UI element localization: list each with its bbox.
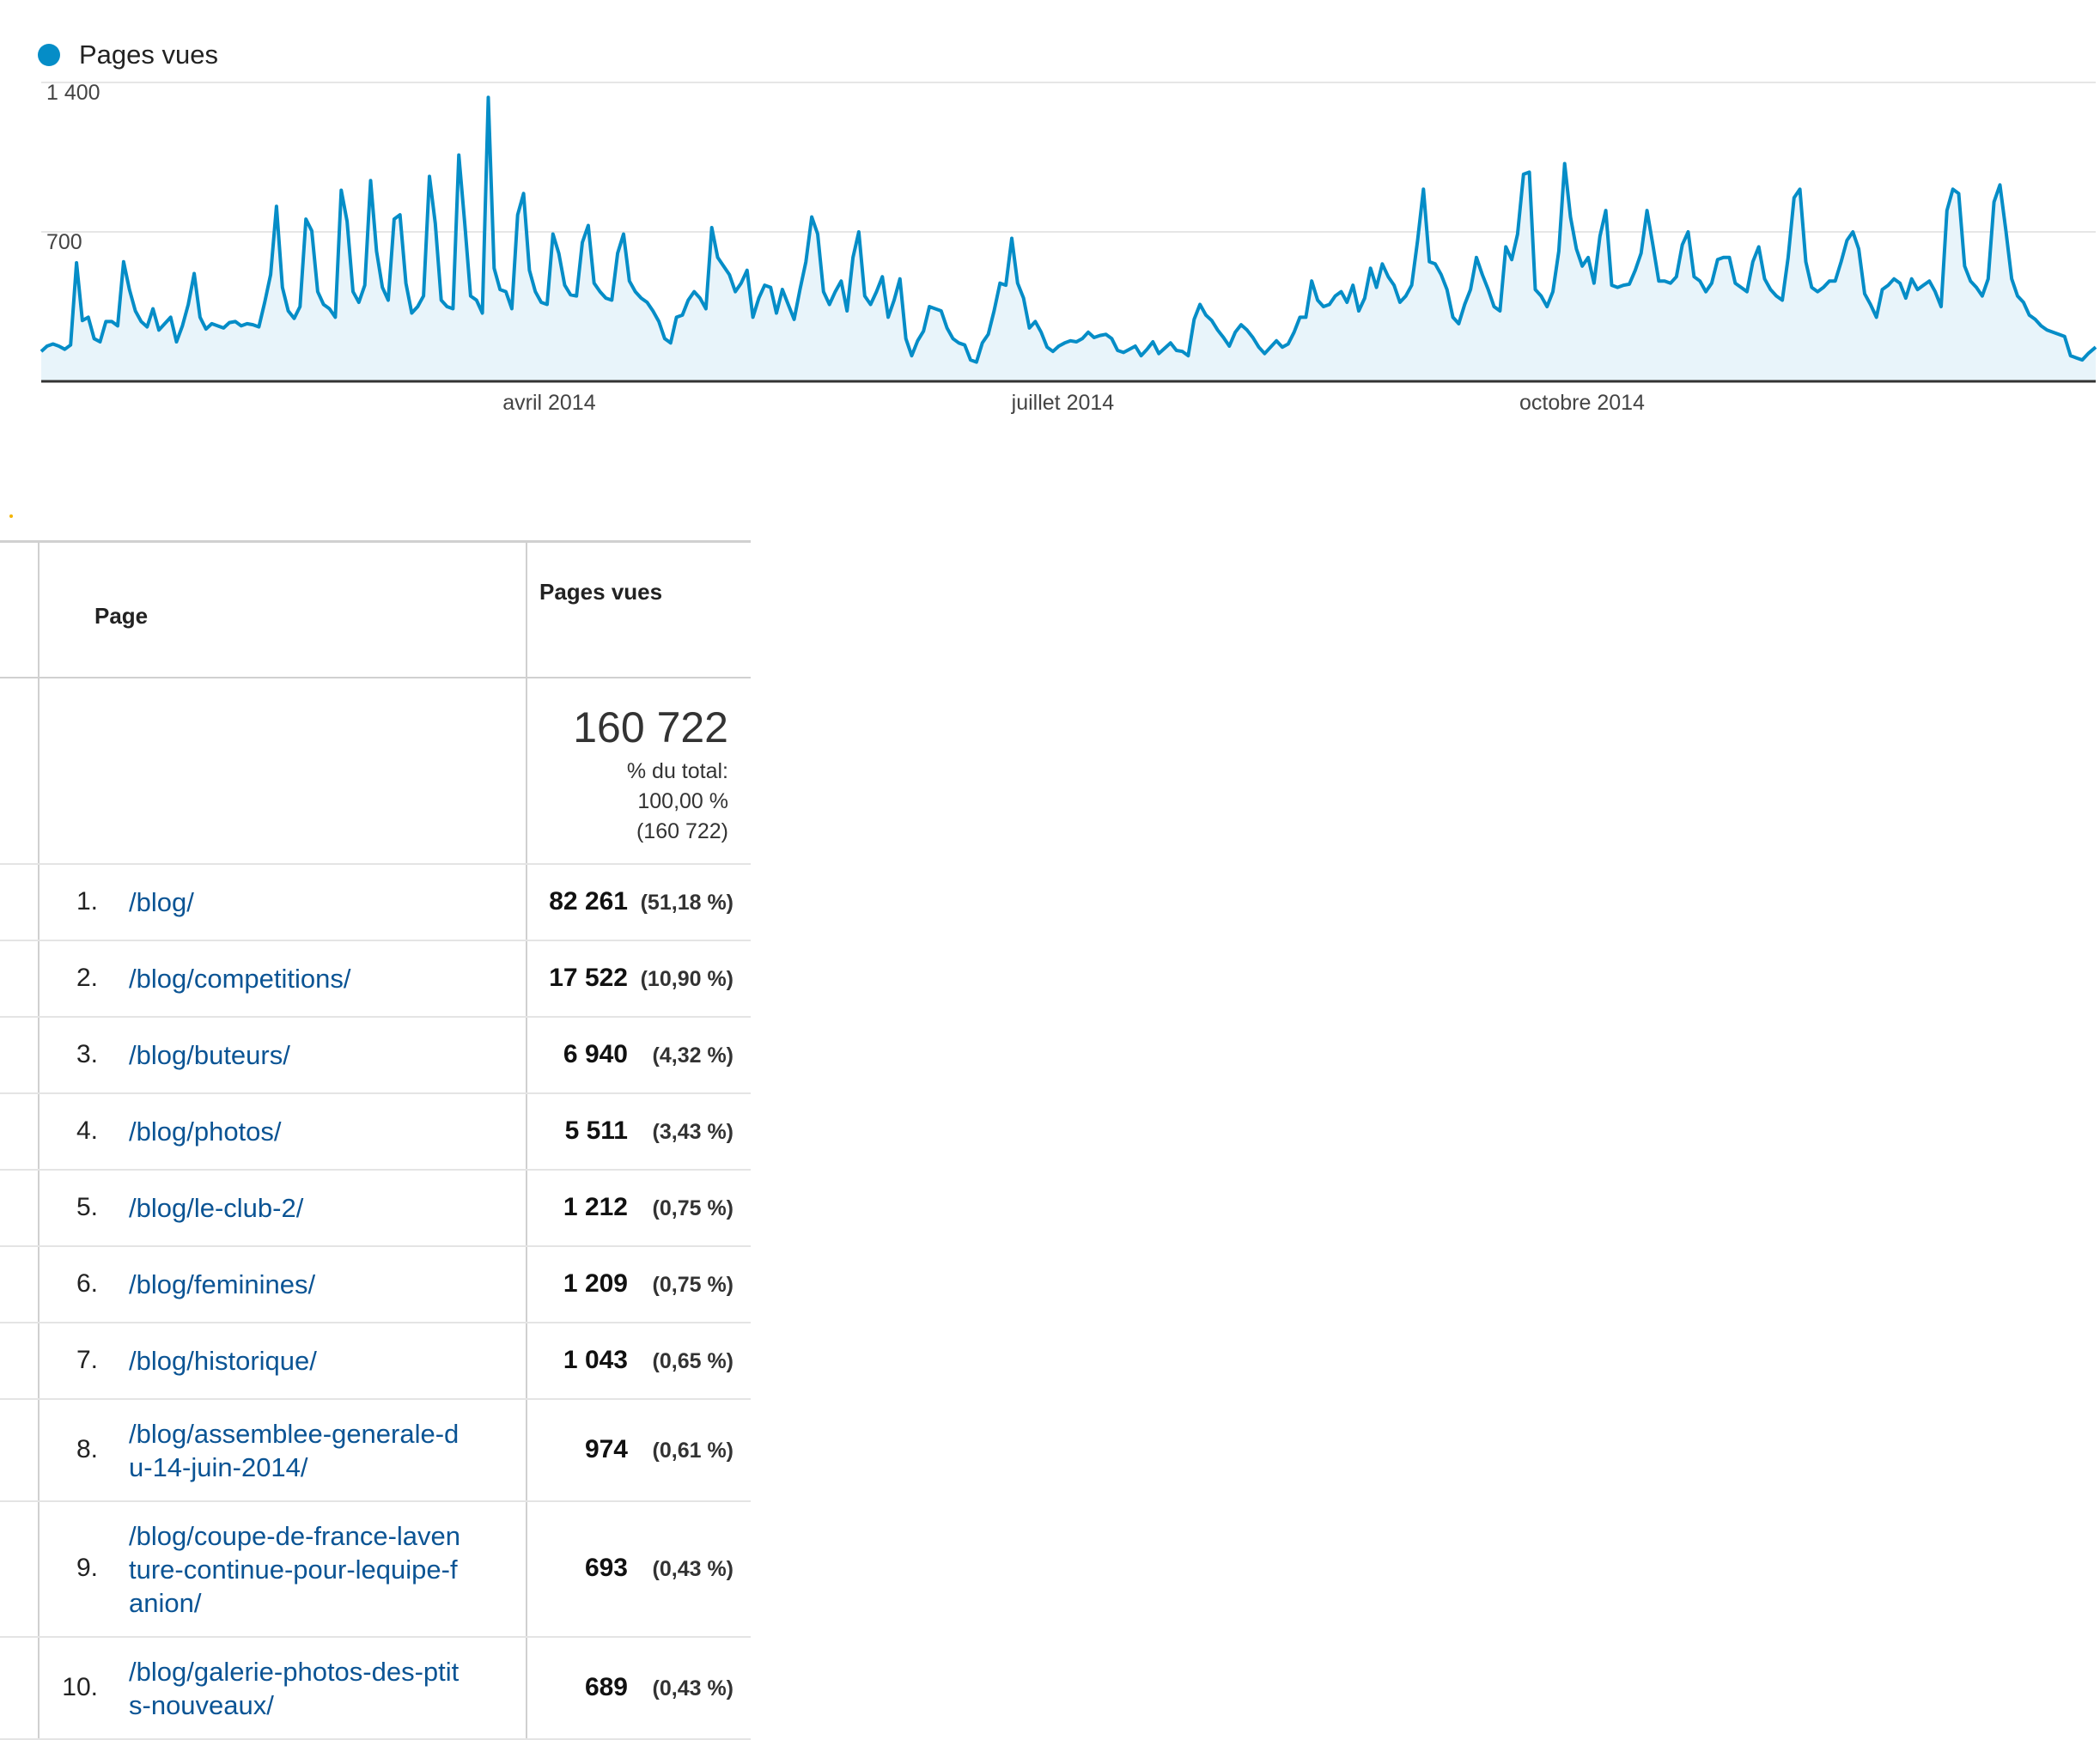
pageviews-value: 1 209 — [563, 1268, 628, 1298]
row-index: 2. — [76, 963, 98, 992]
legend-label: Pages vues — [79, 40, 218, 70]
table-row: 6. /blog/feminines/1 209 (0,75 %) — [0, 1247, 751, 1323]
pageviews-value: 974 — [584, 1434, 628, 1463]
total-pageviews: 160 722 — [573, 703, 728, 751]
pageviews-chart[interactable]: 700 1 400 avril 2014 juillet 2014 octobre 20… — [0, 0, 2100, 447]
series-line — [40, 95, 2097, 364]
page-link[interactable]: /blog/galerie-photos-des-ptit s-nouveaux/ — [129, 1656, 460, 1720]
column-header-page[interactable]: Page — [94, 603, 149, 629]
pageviews-value: 1 043 — [563, 1345, 628, 1374]
legend-dot-icon — [38, 44, 60, 66]
table-header: Page Pages vues — [0, 540, 751, 678]
row-index: 7. — [76, 1345, 98, 1374]
pageviews-percent: (10,90 %) — [640, 966, 733, 991]
pageviews-percent: (0,43 %) — [652, 1557, 733, 1581]
pageviews-percent: (51,18 %) — [640, 890, 733, 915]
table-row: 10. /blog/galerie-photos-des-ptit s-nouvea… — [0, 1638, 751, 1740]
pageviews-percent: (3,43 %) — [652, 1119, 733, 1144]
page-link[interactable]: /blog/le-club-2/ — [129, 1193, 304, 1223]
row-index: 8. — [76, 1434, 98, 1463]
total-pct-count: (160 722) — [636, 819, 728, 843]
row-index: 9. — [76, 1554, 98, 1582]
y-tick-label: 700 — [46, 230, 82, 254]
pageviews-percent: (0,65 %) — [652, 1348, 733, 1373]
table-row: 1. /blog/82 261 (51,18 %) — [0, 865, 751, 941]
pageviews-percent: (0,75 %) — [652, 1195, 733, 1220]
pageviews-value: 82 261 — [549, 886, 628, 916]
column-header-pageviews[interactable]: Pages vues — [539, 579, 663, 605]
pageviews-percent: (0,43 %) — [652, 1676, 733, 1700]
table-row: 9. /blog/coupe-de-france-laven ture-contin… — [0, 1502, 751, 1638]
chart-legend[interactable]: Pages vues — [38, 38, 218, 72]
total-pct-label: % du total: — [626, 759, 728, 783]
row-index: 4. — [76, 1116, 98, 1145]
table-row: 3. /blog/buteurs/6 940 (4,32 %) — [0, 1018, 751, 1094]
pages-table: Page Pages vues 160 722 % du total: 100,… — [0, 540, 751, 1740]
status-dot-icon — [9, 514, 13, 518]
page-link[interactable]: /blog/photos/ — [129, 1116, 282, 1147]
page-link[interactable]: /blog/feminines/ — [129, 1269, 316, 1299]
series-area — [41, 97, 2096, 382]
total-row: 160 722 % du total: 100,00 % (160 722) — [0, 678, 751, 865]
pageviews-percent: (0,61 %) — [652, 1438, 733, 1463]
table-row: 8. /blog/assemblee-generale-d u-14-juin-20… — [0, 1400, 751, 1502]
table-row: 7. /blog/historique/1 043 (0,65 %) — [0, 1323, 751, 1400]
page-link[interactable]: /blog/assemblee-generale-d u-14-juin-2014… — [129, 1418, 460, 1482]
total-pct-value: 100,00 % — [637, 789, 728, 813]
row-index: 5. — [76, 1192, 98, 1221]
x-tick-label: juillet 2014 — [1011, 391, 1115, 415]
pageviews-percent: (0,75 %) — [652, 1272, 733, 1297]
page-link[interactable]: /blog/historique/ — [129, 1346, 317, 1376]
table-row: 2. /blog/competitions/17 522 (10,90 %) — [0, 941, 751, 1018]
pageviews-percent: (4,32 %) — [652, 1043, 733, 1068]
x-tick-label: octobre 2014 — [1519, 391, 1645, 415]
page-link[interactable]: /blog/buteurs/ — [129, 1040, 290, 1070]
row-index: 10. — [62, 1672, 98, 1701]
table-row: 5. /blog/le-club-2/1 212 (0,75 %) — [0, 1171, 751, 1247]
row-index: 3. — [76, 1039, 98, 1068]
pageviews-value: 1 212 — [563, 1192, 628, 1221]
row-index: 1. — [76, 886, 98, 916]
pageviews-value: 6 940 — [563, 1039, 628, 1068]
page-link[interactable]: /blog/coupe-de-france-laven ture-continue… — [129, 1520, 461, 1618]
pageviews-value: 693 — [584, 1554, 628, 1582]
x-tick-label: avril 2014 — [502, 391, 595, 415]
y-tick-label: 1 400 — [46, 81, 100, 105]
pageviews-value: 689 — [584, 1672, 628, 1701]
row-index: 6. — [76, 1268, 98, 1298]
pageviews-value: 5 511 — [564, 1116, 628, 1145]
pageviews-value: 17 522 — [549, 963, 628, 992]
page-link[interactable]: /blog/ — [129, 887, 194, 917]
page-link[interactable]: /blog/competitions/ — [129, 964, 351, 994]
table-row: 4. /blog/photos/5 511 (3,43 %) — [0, 1094, 751, 1171]
